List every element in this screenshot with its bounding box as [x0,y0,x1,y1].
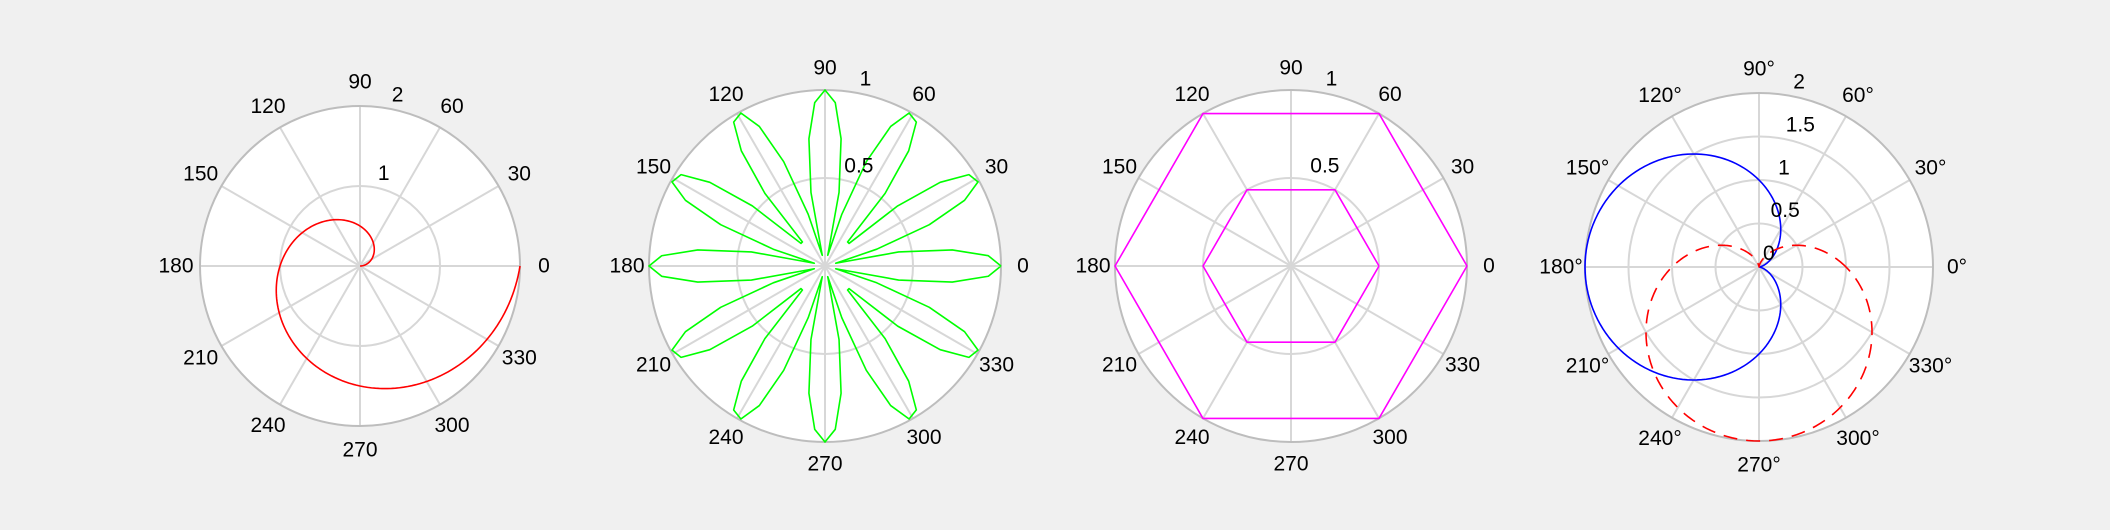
theta-tick-label: 120 [1174,83,1209,106]
theta-tick-label: 30° [1915,157,1947,180]
theta-tick-label: 60 [440,95,463,118]
theta-tick-label: 90 [348,71,371,94]
theta-tick-label: 270 [1273,453,1308,476]
theta-tick-label: 150 [636,156,671,179]
theta-tick-label: 30 [985,156,1008,179]
theta-tick-label: 240 [250,414,285,437]
theta-tick-label: 300 [906,426,941,449]
theta-tick-label: 90 [1279,57,1302,80]
theta-tick-label: 90° [1743,58,1775,81]
r-tick-label: 1.5 [1786,114,1815,137]
polar-chart-1: 0 30 60 90 120 150 180 210 240 270 300 330 1 2 [158,71,549,462]
theta-tick-label: 330 [979,354,1014,377]
theta-tick-label: 150 [1102,156,1137,179]
theta-tick-label: 120 [708,83,743,106]
r-tick-label: 0 [1763,242,1775,265]
r-gridline [1714,222,1804,312]
series-line-1 [275,218,521,390]
theta-tick-label: 240 [708,426,743,449]
theta-tick-label: 240 [1174,426,1209,449]
theta-tick-label: 330° [1909,355,1952,378]
theta-tick-label: 0° [1947,256,1967,279]
r-tick-label: 2 [392,83,404,106]
r-tick-label: 0.5 [1771,199,1800,222]
series-line-2 [1645,244,1873,442]
theta-tick-label: 180 [158,255,193,278]
r-tick-label: 1 [860,68,872,91]
theta-tick-label: 120° [1638,84,1681,107]
r-gridline [1627,135,1891,399]
r-tick-label: 0.5 [844,154,873,177]
theta-tick-label: 210° [1566,355,1609,378]
series-line-2 [1202,188,1380,344]
theta-tick-label: 30 [1451,156,1474,179]
r-tick-label: 1 [1778,156,1790,179]
theta-tick-label: 150° [1566,157,1609,180]
theta-tick-label: 210 [1102,354,1137,377]
r-tick-label: 0.5 [1310,154,1339,177]
polar-chart-3: 0 30 60 90 120 150 180 210 240 270 300 330 0.5 1 [1075,57,1494,476]
theta-tick-label: 150 [183,163,218,186]
theta-tick-label: 30 [508,163,531,186]
r-tick-label: 1 [378,162,390,185]
theta-tick-label: 300 [1372,426,1407,449]
polar-chart-2: 0 30 60 90 120 150 180 210 240 270 300 330 0.5 1 [609,57,1028,476]
r-tick-label: 2 [1793,71,1805,94]
theta-tick-label: 210 [183,347,218,370]
theta-tick-label: 60° [1842,84,1874,107]
theta-tick-label: 0 [538,255,550,278]
theta-tick-label: 330 [1445,354,1480,377]
theta-tick-label: 300° [1836,427,1879,450]
theta-tick-label: 60 [912,83,935,106]
theta-tick-label: 300 [434,414,469,437]
series-line-1 [1114,112,1468,420]
theta-tick-label: 270° [1737,454,1780,477]
theta-tick-label: 90 [813,57,836,80]
theta-tick-label: 240° [1638,427,1681,450]
theta-tick-label: 210 [636,354,671,377]
theta-tick-label: 120 [250,95,285,118]
theta-tick-label: 0 [1017,255,1029,278]
theta-tick-label: 180 [609,255,644,278]
theta-tick-label: 60 [1378,83,1401,106]
r-tick-label: 1 [1326,68,1338,91]
series-line-1 [1584,153,1782,381]
theta-tick-label: 0 [1483,255,1495,278]
theta-tick-label: 270 [807,453,842,476]
r-gridline [736,177,914,355]
theta-tick-label: 270 [342,439,377,462]
theta-tick-label: 180 [1075,255,1110,278]
theta-tick-label: 180° [1539,256,1582,279]
series-line-1 [648,89,1002,443]
polar-chart-4: 0° 30° 60° 90° 120° 150° 180° 210° 240° 270° 300° 3… [1539,58,1967,477]
theta-tick-label: 330 [502,347,537,370]
